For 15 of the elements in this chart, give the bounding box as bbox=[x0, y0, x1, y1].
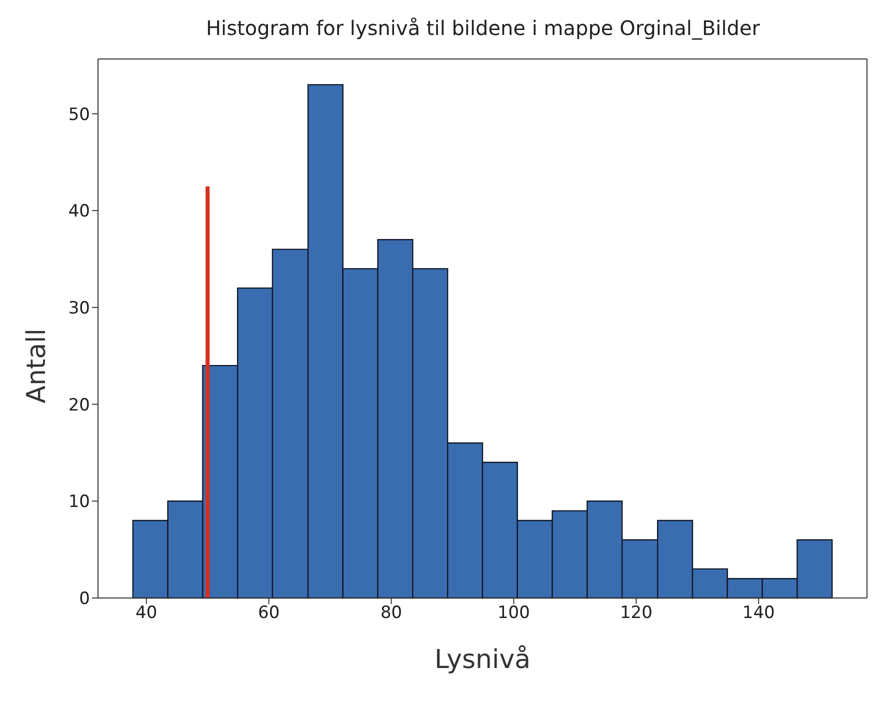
x-tick-label: 40 bbox=[136, 603, 158, 624]
y-tick-label: 20 bbox=[68, 395, 90, 416]
y-axis-title: Antall bbox=[22, 328, 52, 404]
x-axis-title: Lysnivå bbox=[434, 645, 531, 675]
x-tick-label: 60 bbox=[258, 603, 280, 624]
y-tick-label: 30 bbox=[68, 298, 90, 318]
chart-title: Histogram for lysnivå til bildene i mappe Orginal_Bilder bbox=[204, 16, 762, 40]
y-tick-label: 0 bbox=[79, 589, 90, 610]
x-tick-label: 100 bbox=[498, 603, 530, 624]
x-tick-label: 120 bbox=[620, 603, 652, 624]
x-tick-label: 80 bbox=[380, 603, 402, 624]
x-tick-label: 140 bbox=[742, 603, 775, 624]
y-tick-label: 40 bbox=[68, 202, 90, 222]
y-tick-label: 50 bbox=[68, 104, 90, 125]
y-tick-label: 10 bbox=[68, 492, 90, 512]
